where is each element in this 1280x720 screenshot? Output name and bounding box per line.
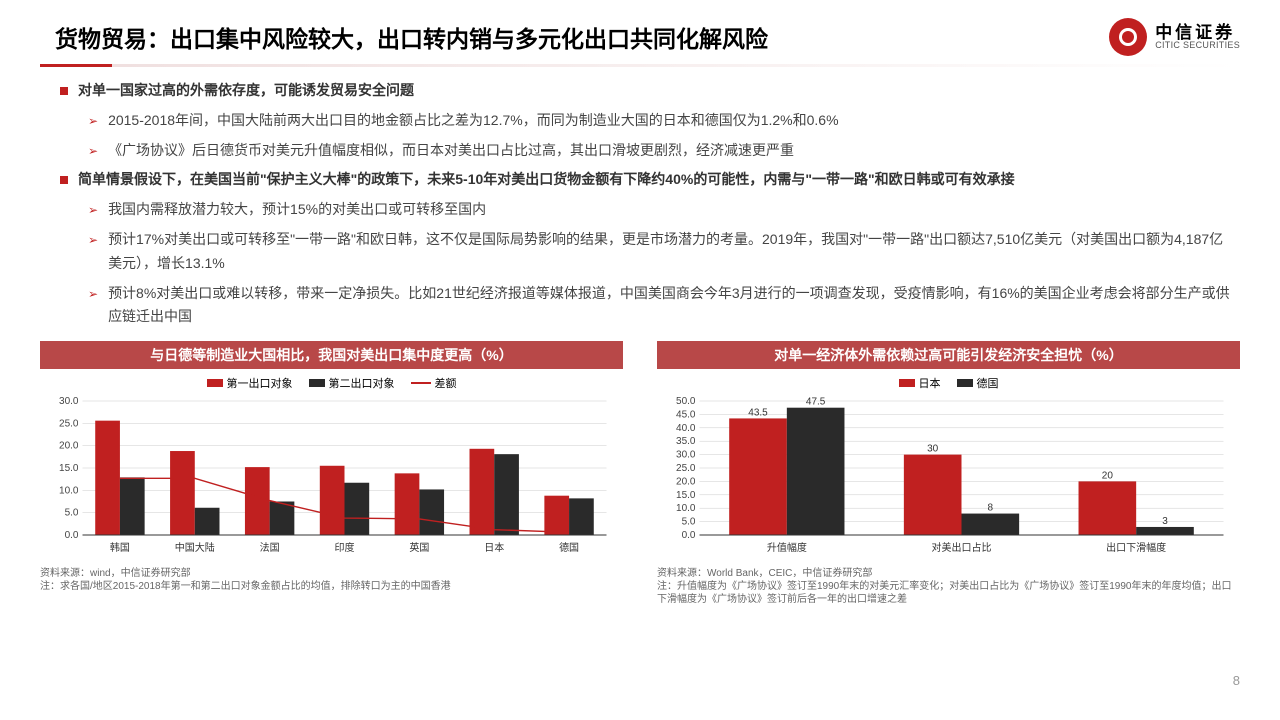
svg-text:40.0: 40.0: [676, 423, 696, 434]
svg-text:英国: 英国: [409, 541, 429, 554]
chart-left-legend: 第一出口对象 第二出口对象 差额: [40, 375, 623, 391]
svg-text:5.0: 5.0: [65, 508, 79, 519]
svg-text:20: 20: [1102, 471, 1114, 482]
bullet-sub: ➢2015-2018年间，中国大陆前两大出口目的地金额占比之差为12.7%，而同…: [88, 109, 1230, 133]
svg-text:30.0: 30.0: [59, 396, 79, 407]
chart-right-footer: 资料来源：World Bank，CEIC，中信证券研究部 注：升值幅度为《广场协…: [657, 567, 1240, 606]
svg-text:德国: 德国: [559, 541, 579, 554]
chart-right-legend: 日本 德国: [657, 375, 1240, 391]
logo-icon: [1109, 18, 1147, 56]
chart-left-title: 与日德等制造业大国相比，我国对美出口集中度更高（%）: [40, 341, 623, 369]
svg-text:日本: 日本: [484, 541, 504, 554]
bullet-main: 对单一国家过高的外需依存度，可能诱发贸易安全问题: [60, 79, 1230, 103]
chart-right: 0.0 5.0 10.0 15.0 20.0 25.0 30.0 35.0 40.0 45.0 50…: [657, 395, 1240, 555]
svg-text:5.0: 5.0: [682, 517, 696, 528]
divider: [40, 64, 1240, 67]
page-title: 货物贸易：出口集中风险较大，出口转内销与多元化出口共同化解风险: [55, 20, 768, 54]
svg-text:10.0: 10.0: [59, 486, 79, 497]
chart-left-footer: 资料来源：wind，中信证券研究部 注：求各国/地区2015-2018年第一和第…: [40, 567, 623, 593]
bullet-sub: ➢《广场协议》后日德货币对美元升值幅度相似，而日本对美出口占比过高，其出口滑坡更…: [88, 139, 1230, 163]
page-number: 8: [1233, 673, 1240, 688]
svg-text:47.5: 47.5: [806, 397, 826, 408]
svg-text:0.0: 0.0: [65, 530, 79, 541]
svg-text:升值幅度: 升值幅度: [767, 541, 807, 554]
chart-right-title: 对单一经济体外需依赖过高可能引发经济安全担忧（%）: [657, 341, 1240, 369]
svg-text:出口下滑幅度: 出口下滑幅度: [1106, 541, 1166, 554]
logo-text-cn: 中信证券: [1155, 24, 1240, 41]
svg-text:45.0: 45.0: [676, 410, 696, 421]
svg-text:15.0: 15.0: [676, 490, 696, 501]
logo: 中信证券 CITIC SECURITIES: [1109, 18, 1240, 56]
bullet-sub: ➢预计17%对美出口或可转移至"一带一路"和欧日韩，这不仅是国际局势影响的结果，…: [88, 228, 1230, 276]
svg-text:50.0: 50.0: [676, 396, 696, 407]
svg-text:25.0: 25.0: [59, 419, 79, 430]
svg-text:20.0: 20.0: [676, 477, 696, 488]
svg-text:法国: 法国: [260, 541, 280, 554]
svg-text:20.0: 20.0: [59, 441, 79, 452]
bullet-sub: ➢我国内需释放潜力较大，预计15%的对美出口或可转移至国内: [88, 198, 1230, 222]
svg-text:15.0: 15.0: [59, 463, 79, 474]
svg-text:35.0: 35.0: [676, 436, 696, 447]
chart-left: 0.0 5.0 10.0 15.0 20.0 25.0 30.0 韩国 中国大陆 法国 印度 英国 日本…: [40, 395, 623, 555]
svg-text:中国大陆: 中国大陆: [175, 541, 215, 554]
svg-text:对美出口占比: 对美出口占比: [932, 541, 992, 554]
svg-text:25.0: 25.0: [676, 463, 696, 474]
svg-text:0.0: 0.0: [682, 530, 696, 541]
svg-text:3: 3: [1162, 516, 1168, 527]
logo-text-en: CITIC SECURITIES: [1155, 41, 1240, 50]
svg-text:30: 30: [927, 444, 939, 455]
svg-text:8: 8: [988, 503, 994, 514]
svg-text:10.0: 10.0: [676, 503, 696, 514]
bullet-main: 简单情景假设下，在美国当前"保护主义大棒"的政策下，未来5-10年对美出口货物金…: [60, 168, 1230, 192]
svg-text:印度: 印度: [335, 541, 355, 554]
svg-text:43.5: 43.5: [748, 408, 768, 419]
svg-text:30.0: 30.0: [676, 450, 696, 461]
svg-text:韩国: 韩国: [110, 541, 130, 554]
bullet-sub: ➢预计8%对美出口或难以转移，带来一定净损失。比如21世纪经济报道等媒体报道，中…: [88, 282, 1230, 330]
